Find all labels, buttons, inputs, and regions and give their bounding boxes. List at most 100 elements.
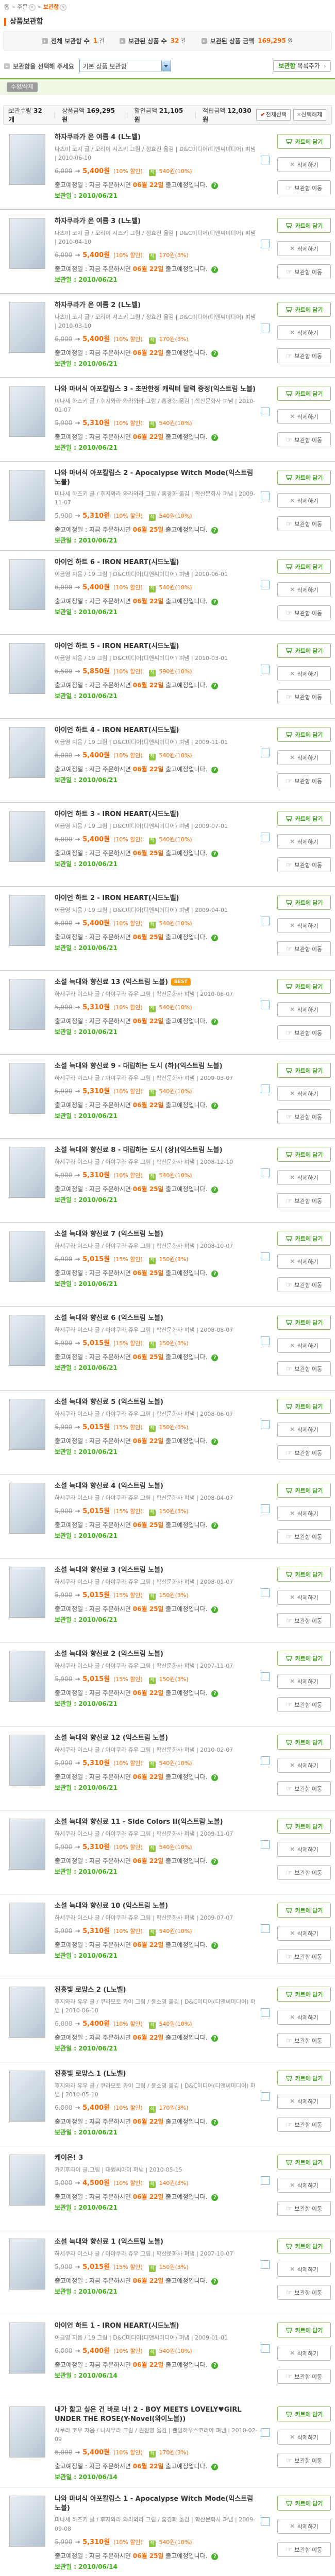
book-cover-thumbnail[interactable] [9,1147,45,1198]
help-question-icon[interactable]: ? [211,682,219,689]
move-storage-button[interactable]: ☞ 보관함 이동 [277,1697,331,1713]
book-cover-thumbnail[interactable] [9,895,45,946]
move-storage-button[interactable]: ☞ 보관함 이동 [277,1949,331,1964]
help-question-icon[interactable]: ? [211,850,219,857]
add-to-cart-button[interactable]: 카트에 담기 [277,2496,331,2511]
help-question-icon[interactable]: ? [211,2194,219,2201]
add-to-cart-button[interactable]: 카트에 담기 [277,811,331,826]
book-cover-thumbnail[interactable] [9,386,45,437]
book-cover-thumbnail[interactable] [9,811,45,862]
delete-button[interactable]: ✕ 삭제하기 [277,1926,331,1941]
move-storage-button[interactable]: ☞ 보관함 이동 [277,348,331,363]
add-to-cart-button[interactable]: 카트에 담기 [277,2071,331,2086]
item-checkbox[interactable] [261,581,270,590]
book-cover-thumbnail[interactable] [9,134,45,185]
delete-button[interactable]: ✕ 삭제하기 [277,493,331,508]
help-question-icon[interactable]: ? [211,1438,219,1445]
delete-button[interactable]: ✕ 삭제하기 [277,1674,331,1689]
item-title[interactable]: 하자쿠라가 온 여름 3 (L노벨) [55,217,141,225]
delete-button[interactable]: ✕ 삭제하기 [277,2262,331,2277]
add-to-cart-button[interactable]: 카트에 담기 [277,1987,331,2002]
book-cover-thumbnail[interactable] [9,1063,45,1114]
delete-button[interactable]: ✕ 삭제하기 [277,1254,331,1269]
delete-button[interactable]: ✕ 삭제하기 [277,325,331,340]
move-storage-button[interactable]: ☞ 보관함 이동 [277,2117,331,2132]
help-question-icon[interactable]: ? [211,434,219,441]
delete-button[interactable]: ✕ 삭제하기 [277,2094,331,2109]
item-checkbox[interactable] [261,1084,270,1094]
move-storage-button[interactable]: ☞ 보관함 이동 [277,2542,331,2557]
help-question-icon[interactable]: ? [211,2119,219,2126]
item-title[interactable]: 소설 늑대와 향신료 12 (익스트림 노블) [55,1734,169,1742]
item-checkbox[interactable] [261,1840,270,1850]
delete-button[interactable]: ✕ 삭제하기 [277,1170,331,1185]
move-storage-button[interactable]: ☞ 보관함 이동 [277,516,331,531]
delete-button[interactable]: ✕ 삭제하기 [277,1506,331,1521]
deselect-all-button[interactable]: ×선택해제 [293,109,326,121]
add-storage-list-button[interactable]: 보관함 목록추가 › [273,60,331,72]
item-title[interactable]: 소설 늑대와 향신료 8 - 대립하는 도시 (상)(익스트림 노블) [55,1146,223,1155]
move-storage-button[interactable]: ☞ 보관함 이동 [277,689,331,705]
book-cover-thumbnail[interactable] [9,727,45,778]
move-storage-button[interactable]: ☞ 보관함 이동 [277,2369,331,2384]
move-storage-button[interactable]: ☞ 보관함 이동 [277,1613,331,1629]
add-to-cart-button[interactable]: 카트에 담기 [277,895,331,910]
add-to-cart-button[interactable]: 카트에 담기 [277,727,331,742]
book-cover-thumbnail[interactable] [9,1231,45,1282]
item-checkbox[interactable] [261,1756,270,1766]
add-to-cart-button[interactable]: 카트에 담기 [277,1819,331,1834]
item-checkbox[interactable] [261,1168,270,1178]
item-title[interactable]: 하자쿠라가 온 여름 4 (L노벨) [55,133,141,141]
delete-button[interactable]: ✕ 삭제하기 [277,1422,331,1437]
book-cover-thumbnail[interactable] [9,1987,45,2038]
move-storage-button[interactable]: ☞ 보관함 이동 [277,1277,331,1293]
book-cover-thumbnail[interactable] [9,1819,45,1870]
help-question-icon[interactable]: ? [211,2362,219,2369]
item-checkbox[interactable] [261,833,270,842]
add-to-cart-button[interactable]: 카트에 담기 [277,1903,331,1918]
item-checkbox[interactable] [261,2176,270,2185]
item-checkbox[interactable] [261,1001,270,1010]
item-checkbox[interactable] [261,2008,270,2018]
delete-button[interactable]: ✕ 삭제하기 [277,2178,331,2193]
book-cover-thumbnail[interactable] [9,470,45,521]
item-title[interactable]: 아이언 하트 5 - IRON HEART(시드노벨) [55,642,179,651]
add-to-cart-button[interactable]: 카트에 담기 [277,559,331,574]
add-to-cart-button[interactable]: 카트에 담기 [277,1399,331,1414]
delete-button[interactable]: ✕ 삭제하기 [277,834,331,850]
add-to-cart-button[interactable]: 카트에 담기 [277,1315,331,1330]
move-storage-button[interactable]: ☞ 보관함 이동 [277,1025,331,1041]
item-title[interactable]: 소설 늑대와 향신료 7 (익스트림 노블) [55,1230,163,1239]
help-question-icon[interactable]: ? [211,1774,219,1781]
delete-button[interactable]: ✕ 삭제하기 [277,666,331,682]
item-title[interactable]: 소설 늑대와 향신료 5 (익스트림 노블) [55,1398,163,1406]
help-question-icon[interactable]: ? [211,1354,219,1361]
item-title[interactable]: 아이언 하트 3 - IRON HEART(시드노벨) [55,810,179,819]
book-cover-thumbnail[interactable] [9,2496,45,2547]
item-checkbox[interactable] [261,408,270,416]
help-question-icon[interactable]: ? [211,2278,219,2285]
book-cover-thumbnail[interactable] [9,1483,45,1534]
item-checkbox[interactable] [261,240,270,248]
item-checkbox[interactable] [261,2092,270,2102]
add-to-cart-button[interactable]: 카트에 담기 [277,1147,331,1162]
delete-button[interactable]: ✕ 삭제하기 [277,241,331,256]
add-to-cart-button[interactable]: 카트에 담기 [277,134,331,149]
move-storage-button[interactable]: ☞ 보관함 이동 [277,2285,331,2300]
add-to-cart-button[interactable]: 카트에 담기 [277,386,331,401]
move-storage-button[interactable]: ☞ 보관함 이동 [277,1193,331,1209]
help-question-icon[interactable]: ? [211,266,219,273]
item-title[interactable]: 내가 핥고 싶은 건 바로 너! 2 - BOY MEETS LOVELY♥GI… [55,2406,242,2423]
item-checkbox[interactable] [261,492,270,500]
add-to-cart-button[interactable]: 카트에 담기 [277,1231,331,1246]
item-checkbox[interactable] [261,1336,270,1346]
add-to-cart-button[interactable]: 카트에 담기 [277,1651,331,1666]
move-storage-button[interactable]: ☞ 보관함 이동 [277,2201,331,2216]
add-to-cart-button[interactable]: 카트에 담기 [277,2239,331,2254]
help-question-icon[interactable]: ? [211,1858,219,1865]
move-storage-button[interactable]: ☞ 보관함 이동 [277,1445,331,1461]
help-question-icon[interactable]: ? [211,1690,219,1697]
help-question-icon[interactable]: ? [211,1018,219,1025]
edit-delete-button[interactable]: 수정/삭제 [7,82,38,92]
book-cover-thumbnail[interactable] [9,643,45,694]
